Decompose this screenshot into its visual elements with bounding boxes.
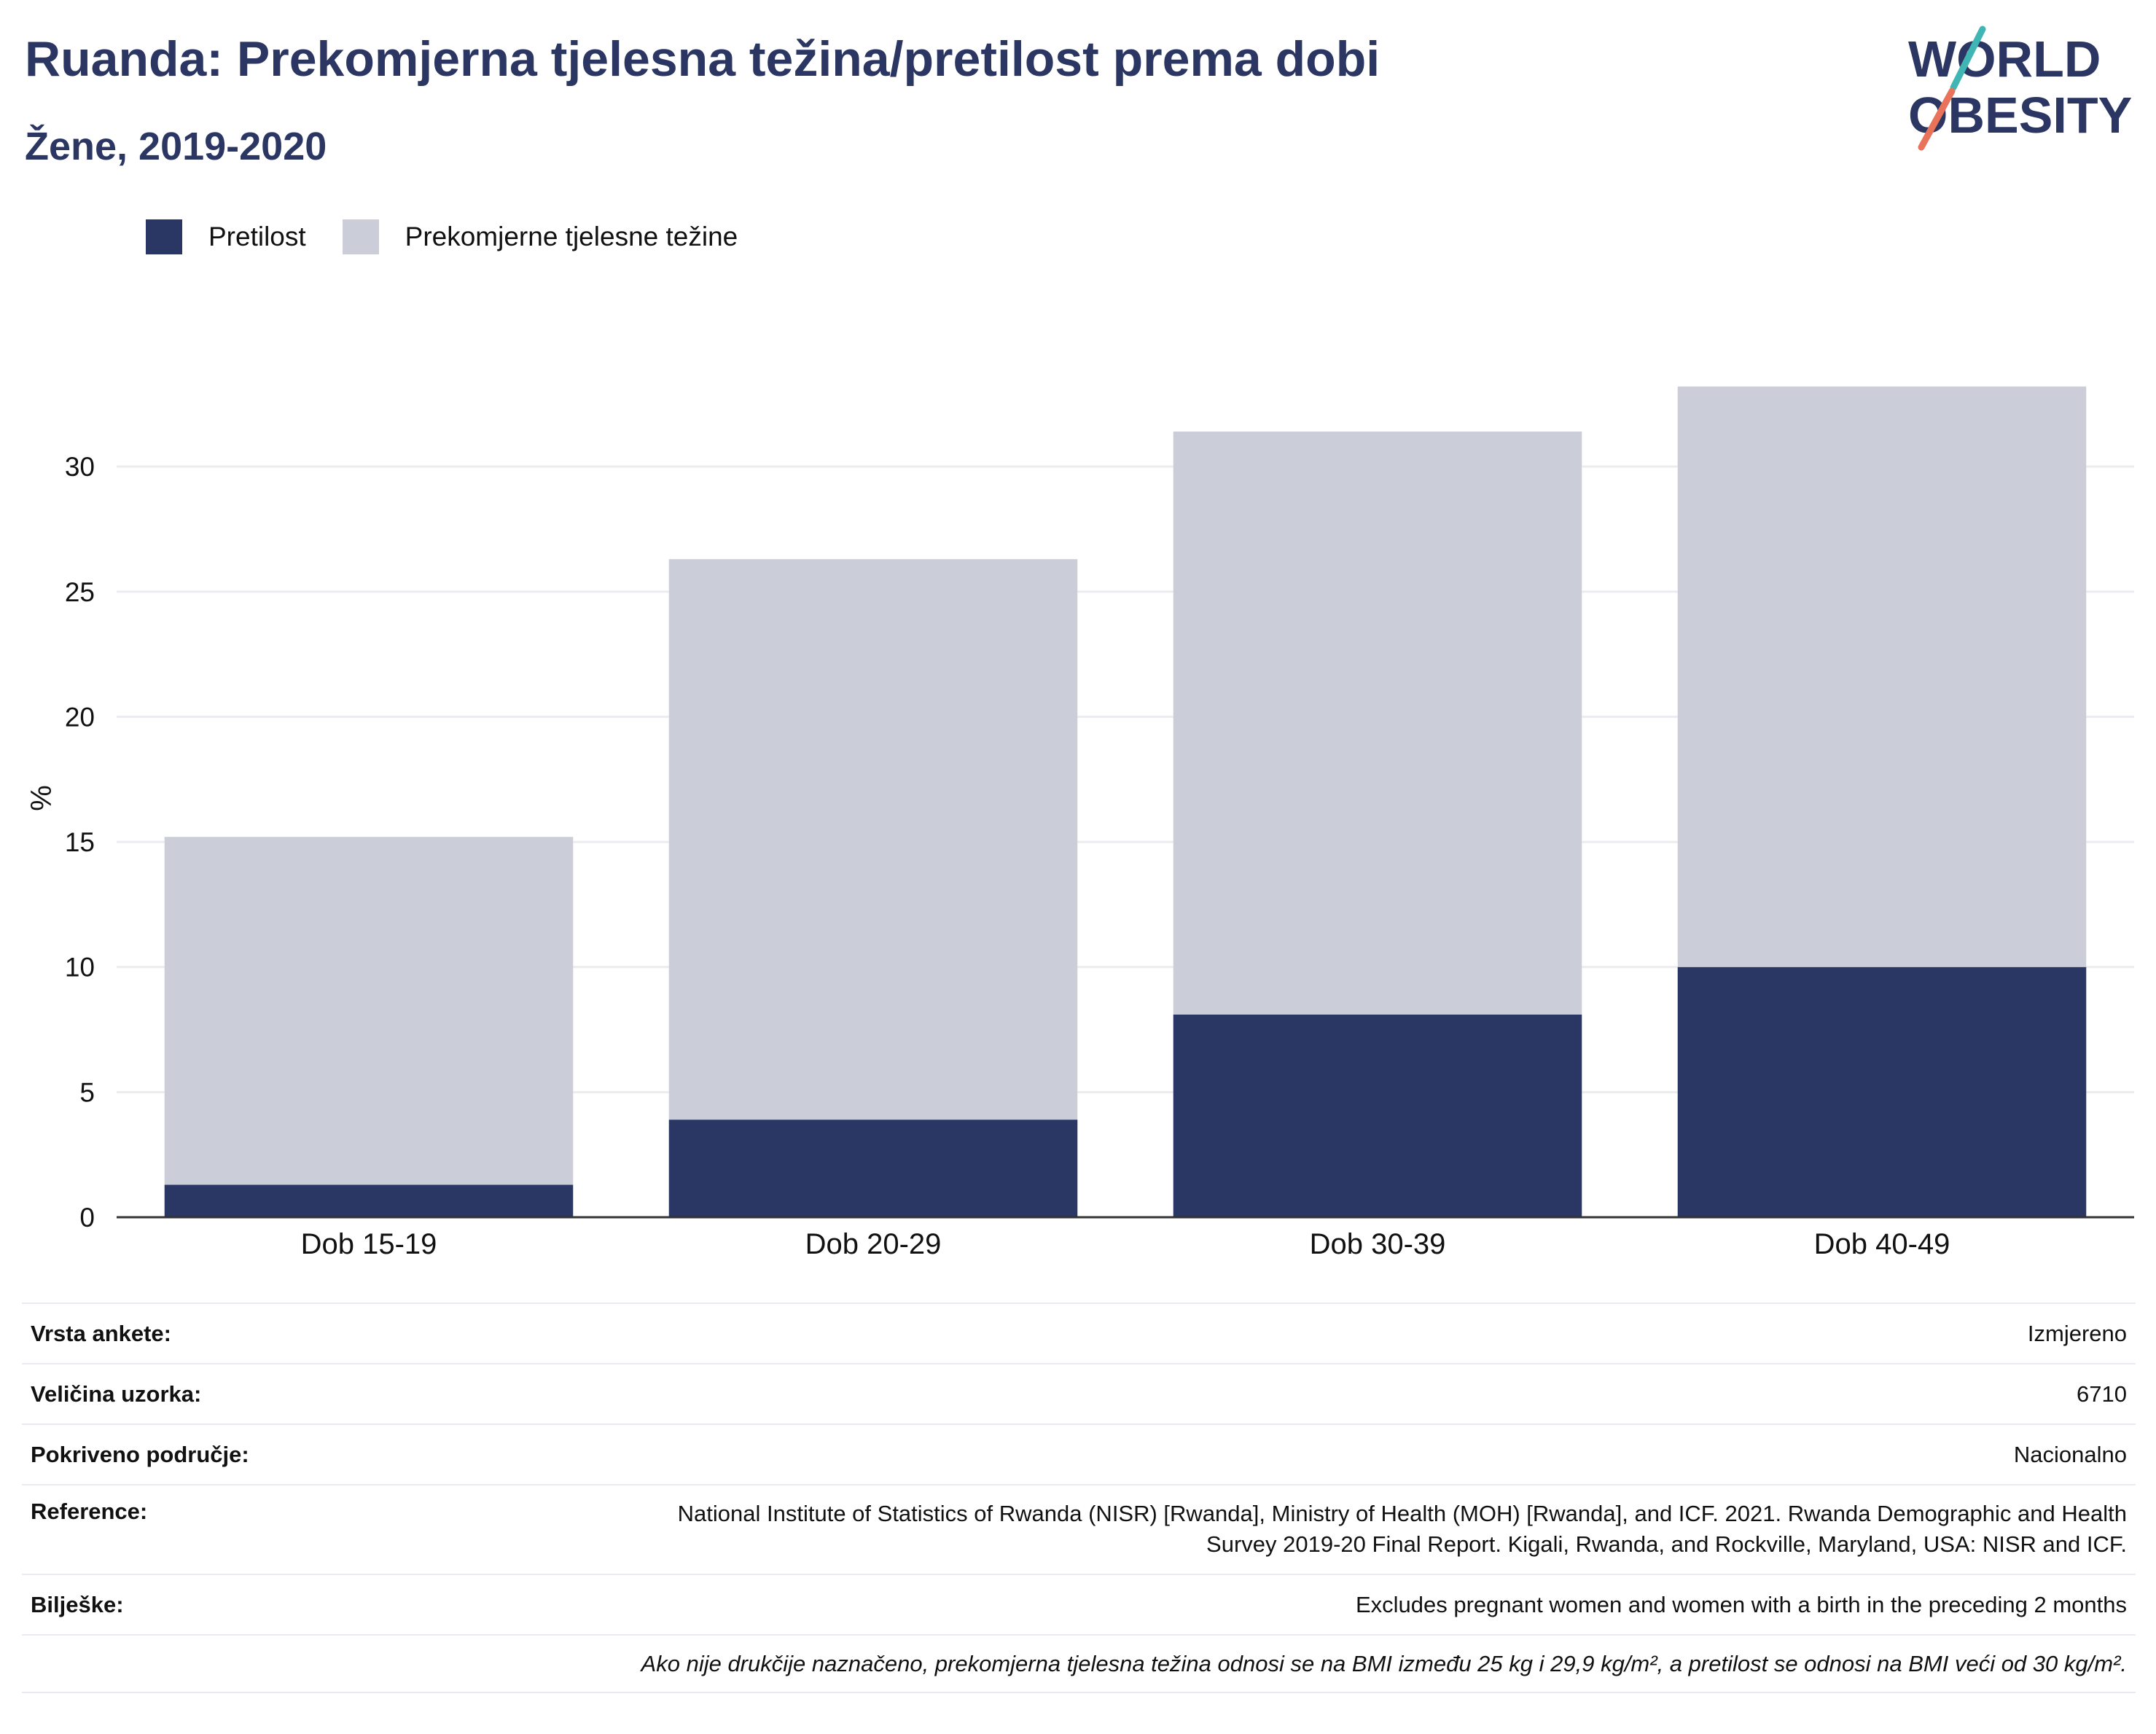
bar-overweight xyxy=(1173,431,1582,1015)
info-value: Nacionalno xyxy=(2013,1441,2127,1467)
y-tick-label: 5 xyxy=(79,1077,95,1107)
survey-info-table: Vrsta ankete: Izmjereno Veličina uzorka:… xyxy=(22,1303,2136,1693)
legend-label-overweight: Prekomjerne tjelesne težine xyxy=(405,222,738,251)
legend-item-overweight[interactable]: Prekomjerne tjelesne težine xyxy=(342,219,738,254)
y-tick-label: 25 xyxy=(65,577,95,607)
info-label: Pokriveno područje: xyxy=(31,1441,249,1467)
y-tick-label: 20 xyxy=(65,702,95,732)
x-tick-label: Dob 40-49 xyxy=(1814,1228,1950,1260)
bar-obesity xyxy=(164,1184,574,1217)
info-label: Vrsta ankete: xyxy=(31,1320,171,1346)
info-row-coverage: Pokriveno područje: Nacionalno xyxy=(22,1423,2136,1484)
bar-chart: 0 5 10 15 20 25 30% Dob 15-19 Dob 20-29 Dob 30-39… xyxy=(26,386,2134,1260)
info-label: Bilješke: xyxy=(31,1591,124,1617)
y-tick-label: 0 xyxy=(79,1203,95,1233)
info-value: Excludes pregnant women and women with a… xyxy=(1355,1591,2127,1617)
bar-obesity xyxy=(1173,1014,1582,1217)
chart-subtitle: Žene, 2019-2020 xyxy=(25,125,327,168)
info-value: 6710 xyxy=(2077,1380,2127,1407)
bar-overweight xyxy=(668,559,1078,1120)
legend-label-obesity: Pretilost xyxy=(208,222,306,251)
chart-legend: Pretilost Prekomjerne tjelesne težine xyxy=(146,219,774,255)
y-axis-label: % xyxy=(26,785,58,811)
x-tick-label: Dob 15-19 xyxy=(301,1228,437,1260)
footnote-text: Ako nije drukčije naznačeno, prekomjerna… xyxy=(641,1650,2127,1676)
svg-text:WORLD: WORLD xyxy=(1908,31,2101,87)
bar-obesity xyxy=(1677,966,2087,1217)
info-row-survey-type: Vrsta ankete: Izmjereno xyxy=(22,1303,2136,1363)
y-tick-label: 10 xyxy=(65,953,95,983)
info-row-notes: Bilješke: Excludes pregnant women and wo… xyxy=(22,1574,2136,1634)
info-value: National Institute of Statistics of Rwan… xyxy=(677,1501,2127,1557)
legend-swatch-obesity xyxy=(146,219,182,254)
x-tick-label: Dob 20-29 xyxy=(805,1228,942,1260)
x-tick-label: Dob 30-39 xyxy=(1310,1228,1446,1260)
legend-item-obesity[interactable]: Pretilost xyxy=(146,219,306,254)
definition-footnote: Ako nije drukčije naznačeno, prekomjerna… xyxy=(22,1634,2136,1693)
y-tick-label: 30 xyxy=(65,452,95,482)
bar-obesity xyxy=(668,1120,1078,1217)
chart-title: Ruanda: Prekomjerna tjelesna težina/pret… xyxy=(25,31,1380,87)
info-row-reference: Reference: National Institute of Statist… xyxy=(22,1484,2136,1574)
info-row-sample-size: Veličina uzorka: 6710 xyxy=(22,1363,2136,1423)
info-label: Veličina uzorka: xyxy=(31,1380,202,1407)
world-obesity-logo: WORLD OBESITY xyxy=(1908,26,2132,151)
info-label: Reference: xyxy=(31,1499,148,1524)
y-tick-label: 15 xyxy=(65,827,95,857)
info-value: Izmjereno xyxy=(2027,1320,2127,1346)
bar-overweight xyxy=(164,837,574,1185)
bar-overweight xyxy=(1677,386,2087,967)
legend-swatch-overweight xyxy=(342,219,379,254)
